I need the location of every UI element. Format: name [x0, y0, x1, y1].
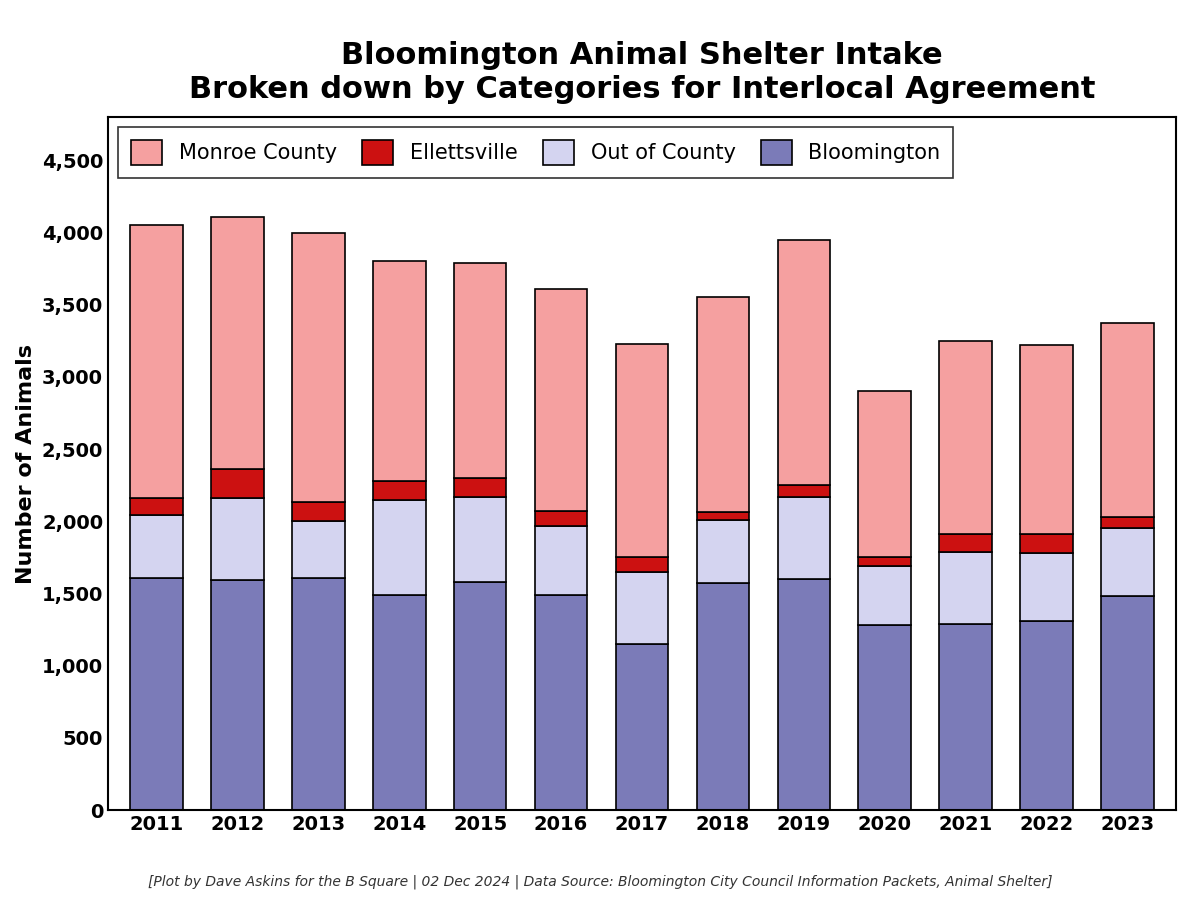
Bar [858, 626, 911, 810]
Bar [1102, 528, 1153, 597]
Bar [211, 469, 264, 499]
Bar [697, 512, 749, 520]
Bar [1102, 323, 1153, 517]
Bar [1020, 535, 1073, 553]
Bar [940, 535, 992, 552]
Bar [292, 578, 344, 810]
Bar [858, 557, 911, 566]
Bar [1102, 517, 1153, 528]
Y-axis label: Number of Animals: Number of Animals [17, 344, 36, 583]
Bar [697, 520, 749, 583]
Bar [535, 526, 587, 595]
Bar [858, 566, 911, 626]
Bar [454, 582, 506, 810]
Bar [292, 232, 344, 502]
Bar [616, 557, 668, 572]
Bar [211, 217, 264, 469]
Bar [1102, 597, 1153, 810]
Bar [211, 499, 264, 580]
Bar [373, 261, 426, 481]
Bar [1020, 553, 1073, 621]
Bar [940, 341, 992, 535]
Bar [1020, 621, 1073, 810]
Bar [778, 497, 830, 579]
Bar [292, 502, 344, 521]
Bar [616, 572, 668, 644]
Bar [778, 485, 830, 497]
Bar [940, 624, 992, 810]
Bar [373, 500, 426, 595]
Bar [131, 578, 182, 810]
Bar [940, 552, 992, 624]
Text: [Plot by Dave Askins for the B Square | 02 Dec 2024 | Data Source: Bloomington C: [Plot by Dave Askins for the B Square | … [148, 875, 1052, 889]
Bar [131, 516, 182, 578]
Bar [858, 392, 911, 557]
Bar [373, 481, 426, 500]
Bar [373, 595, 426, 810]
Bar [1020, 345, 1073, 535]
Bar [292, 521, 344, 578]
Bar [616, 344, 668, 557]
Bar [778, 239, 830, 485]
Bar [454, 497, 506, 582]
Bar [131, 499, 182, 516]
Bar [454, 263, 506, 478]
Bar [616, 644, 668, 810]
Bar [535, 511, 587, 526]
Bar [131, 225, 182, 499]
Bar [535, 595, 587, 810]
Bar [697, 583, 749, 810]
Legend: Monroe County, Ellettsville, Out of County, Bloomington: Monroe County, Ellettsville, Out of Coun… [119, 128, 953, 178]
Title: Bloomington Animal Shelter Intake
Broken down by Categories for Interlocal Agree: Bloomington Animal Shelter Intake Broken… [188, 41, 1096, 104]
Bar [535, 289, 587, 511]
Bar [697, 297, 749, 512]
Bar [778, 579, 830, 810]
Bar [211, 580, 264, 810]
Bar [454, 478, 506, 497]
